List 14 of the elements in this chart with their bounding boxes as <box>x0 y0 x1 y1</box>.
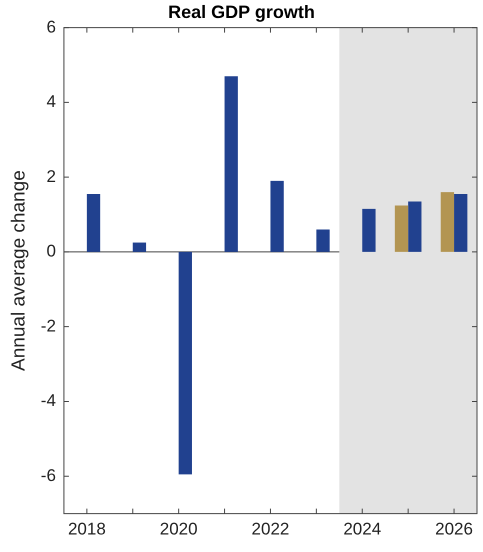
y-tick-label: -4 <box>40 391 56 410</box>
chart-title: Real GDP growth <box>168 2 315 22</box>
y-axis-title: Annual average change <box>8 170 30 371</box>
y-tick-label: -2 <box>40 316 56 336</box>
y-tick-label: 4 <box>46 92 56 112</box>
x-tick-label: 2024 <box>343 519 382 538</box>
x-tick-label: 2026 <box>435 519 473 538</box>
y-tick-label: 2 <box>46 166 56 186</box>
y-tick-label: 0 <box>46 242 56 261</box>
x-tick-label: 2018 <box>68 519 106 538</box>
y-tick-label: 6 <box>46 17 56 36</box>
x-tick-label: 2022 <box>252 519 290 538</box>
y-tick-label: -6 <box>40 466 56 485</box>
x-tick-label: 2020 <box>160 519 198 538</box>
